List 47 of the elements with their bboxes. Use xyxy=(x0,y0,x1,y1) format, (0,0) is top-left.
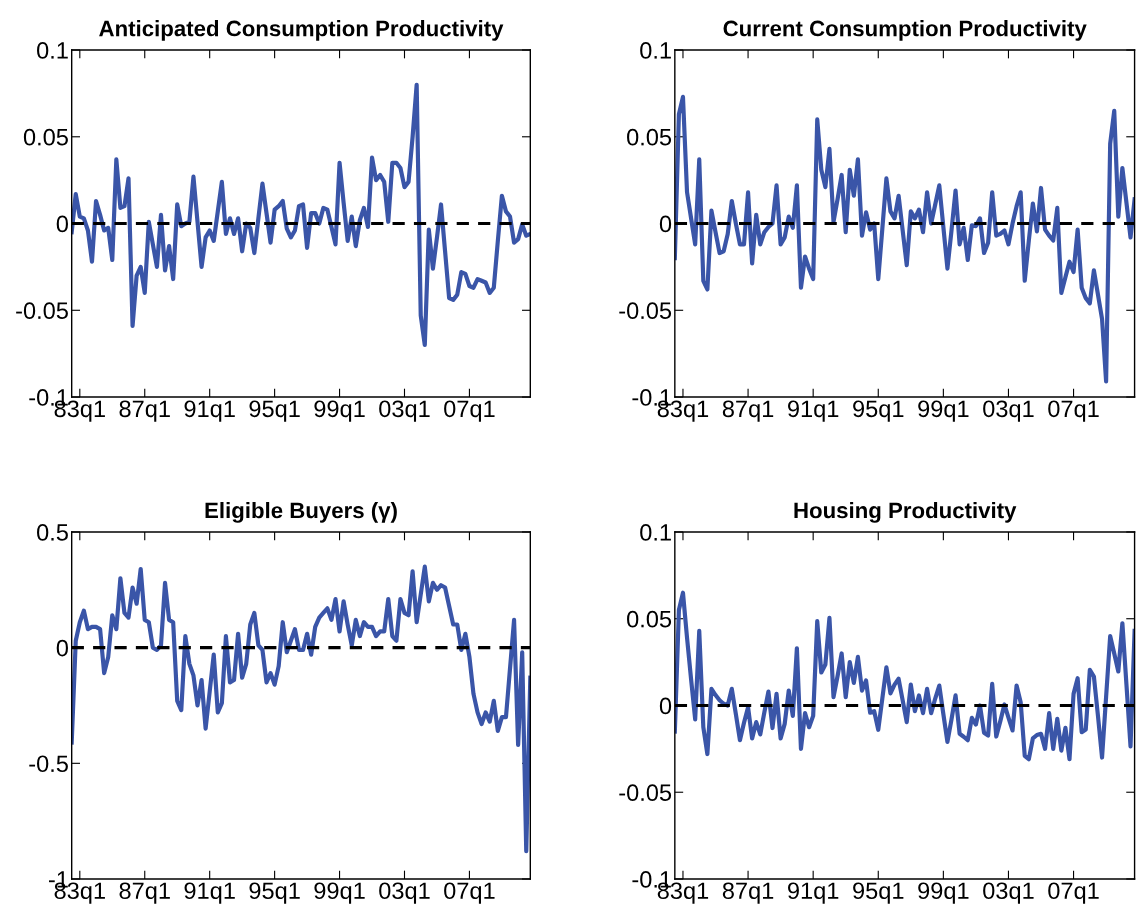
y-tick-label: -0.05 xyxy=(619,784,672,802)
line-series xyxy=(71,564,531,854)
x-tick-label: 03q1 xyxy=(379,882,430,904)
x-tick-label: 07q1 xyxy=(1048,400,1099,422)
x-tick-label: 95q1 xyxy=(249,882,300,904)
y-tick-label: 0.05 xyxy=(23,128,68,146)
line-series xyxy=(674,590,1135,762)
x-tick-label: 95q1 xyxy=(853,400,904,422)
x-tick-label: 99q1 xyxy=(314,400,365,422)
x-tick-label: 87q1 xyxy=(722,400,774,422)
y-tick-label: 0 xyxy=(56,215,68,233)
y-tick-label: 0 xyxy=(56,639,68,657)
x-tick-label: 87q1 xyxy=(119,882,170,904)
x-tick-label: 03q1 xyxy=(379,400,430,422)
x-tick-label: 91q1 xyxy=(184,400,235,422)
line-series xyxy=(71,82,531,348)
x-tick-label: 95q1 xyxy=(853,882,904,904)
chart-title: Eligible Buyers (γ) xyxy=(205,501,397,523)
y-tick-label: 0.05 xyxy=(627,128,672,146)
x-tick-label: 87q1 xyxy=(119,400,170,422)
y-tick-label: -0.5 xyxy=(29,755,68,773)
y-tick-label: -0.05 xyxy=(619,302,672,320)
y-tick-label: 0 xyxy=(659,697,672,715)
x-tick-label: 87q1 xyxy=(722,882,774,904)
y-tick-label: 0.5 xyxy=(37,524,68,541)
x-tick-label: 91q1 xyxy=(788,882,839,904)
x-tick-label: 91q1 xyxy=(788,400,839,422)
x-tick-label: 91q1 xyxy=(184,882,235,904)
y-tick-label: 0.05 xyxy=(627,610,672,628)
x-tick-label: 95q1 xyxy=(249,400,300,422)
y-tick-label: 0.1 xyxy=(640,524,671,541)
x-tick-label: 03q1 xyxy=(983,882,1034,904)
y-tick-label: -0.05 xyxy=(16,302,68,320)
y-tick-label: 0.1 xyxy=(37,42,68,59)
x-tick-label: 99q1 xyxy=(918,400,969,422)
x-tick-label: 99q1 xyxy=(918,882,969,904)
x-tick-label: 07q1 xyxy=(444,882,495,904)
chart-title: Anticipated Consumption Productivity xyxy=(99,20,504,41)
x-tick-label: 07q1 xyxy=(444,400,495,422)
y-tick-label: 0 xyxy=(659,215,672,233)
y-tick-label: 0.1 xyxy=(640,42,671,59)
line-series xyxy=(674,94,1135,384)
chart-title: Current Consumption Productivity xyxy=(723,20,1087,41)
x-tick-label: 07q1 xyxy=(1048,882,1099,904)
x-tick-label: 03q1 xyxy=(983,400,1034,422)
chart-title: Housing Productivity xyxy=(794,501,1017,523)
x-tick-label: 99q1 xyxy=(314,882,365,904)
